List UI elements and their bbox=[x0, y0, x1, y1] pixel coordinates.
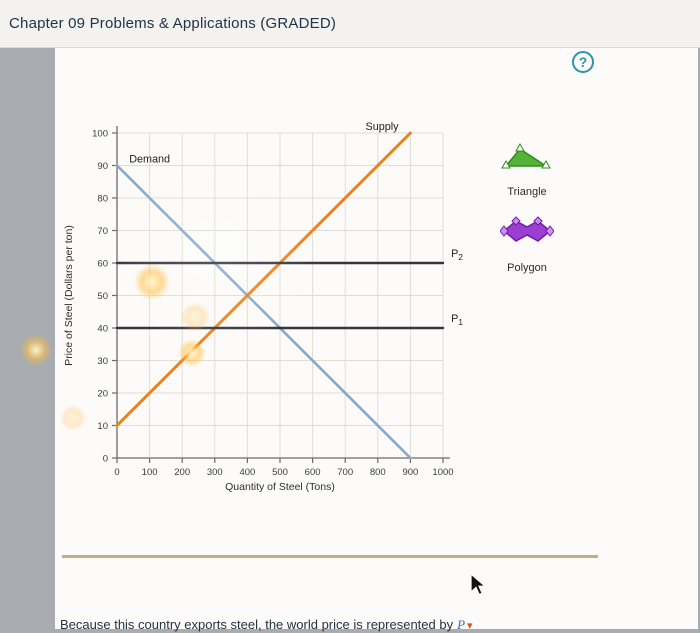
svg-text:70: 70 bbox=[97, 226, 108, 237]
svg-text:60: 60 bbox=[97, 259, 108, 270]
svg-text:100: 100 bbox=[142, 467, 158, 478]
svg-text:Quantity of Steel (Tons): Quantity of Steel (Tons) bbox=[225, 481, 335, 493]
tool-polygon-label: Polygon bbox=[507, 262, 547, 274]
chevron-down-icon: ▾ bbox=[467, 620, 473, 632]
graph-panel: 0 10 20 30 40 50 60 70 80 90 100 0 100 200 300 400 500 60… bbox=[58, 90, 498, 505]
svg-text:Demand: Demand bbox=[129, 153, 170, 165]
svg-text:600: 600 bbox=[305, 467, 321, 478]
svg-text:Supply: Supply bbox=[366, 121, 400, 133]
page-title: Chapter 09 Problems & Applications (GRAD… bbox=[9, 15, 337, 32]
svg-text:200: 200 bbox=[174, 467, 190, 478]
question-text: Because this country exports steel, the … bbox=[60, 617, 473, 633]
svg-text:80: 80 bbox=[97, 194, 108, 205]
question-prefix: Because this country exports steel, the … bbox=[60, 617, 454, 632]
help-icon: ? bbox=[578, 54, 588, 70]
svg-text:300: 300 bbox=[207, 467, 223, 478]
svg-text:0: 0 bbox=[114, 467, 119, 478]
svg-text:100: 100 bbox=[92, 129, 108, 140]
lens-flare bbox=[20, 334, 52, 366]
tool-triangle-label: Triangle bbox=[507, 186, 547, 198]
header-bar: Chapter 09 Problems & Applications (GRAD… bbox=[0, 0, 700, 48]
content-card bbox=[55, 48, 698, 629]
help-button[interactable]: ? bbox=[572, 51, 594, 73]
svg-text:P2: P2 bbox=[451, 248, 463, 262]
triangle-icon bbox=[501, 142, 551, 169]
tool-triangle[interactable]: Triangle bbox=[494, 142, 560, 198]
svg-text:20: 20 bbox=[97, 389, 108, 400]
svg-text:50: 50 bbox=[97, 291, 108, 302]
polygon-icon bbox=[500, 216, 554, 242]
svg-text:500: 500 bbox=[272, 467, 288, 478]
svg-text:40: 40 bbox=[97, 324, 108, 335]
svg-text:1000: 1000 bbox=[432, 467, 453, 478]
svg-text:0: 0 bbox=[103, 454, 108, 465]
svg-text:10: 10 bbox=[97, 421, 108, 432]
world-price-dropdown[interactable]: P ▾ bbox=[457, 617, 472, 633]
dropdown-value: P bbox=[457, 617, 466, 632]
svg-text:900: 900 bbox=[402, 467, 418, 478]
svg-text:90: 90 bbox=[97, 161, 108, 172]
svg-text:800: 800 bbox=[370, 467, 386, 478]
section-divider bbox=[62, 555, 598, 558]
svg-text:700: 700 bbox=[337, 467, 353, 478]
tool-polygon[interactable]: Polygon bbox=[494, 214, 560, 274]
svg-text:30: 30 bbox=[97, 356, 108, 367]
svg-text:P1: P1 bbox=[451, 313, 463, 327]
svg-text:Price of Steel (Dollars per to: Price of Steel (Dollars per ton) bbox=[63, 225, 75, 366]
svg-text:400: 400 bbox=[239, 467, 255, 478]
